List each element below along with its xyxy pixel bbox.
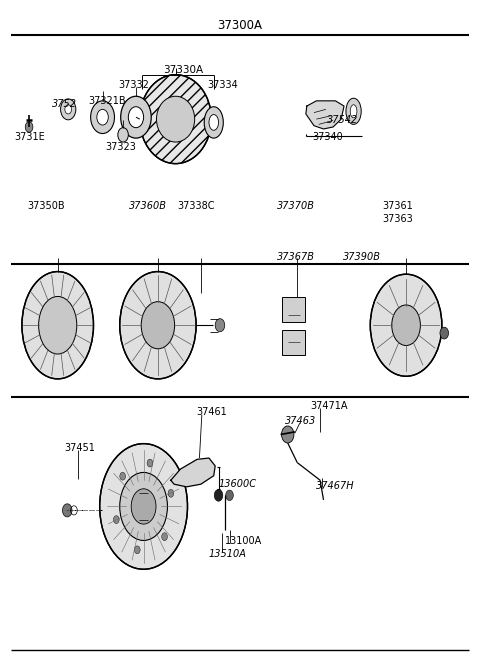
Ellipse shape	[350, 104, 357, 118]
Ellipse shape	[346, 98, 361, 124]
Ellipse shape	[134, 546, 140, 554]
Text: 37461: 37461	[196, 407, 227, 417]
Text: 37300A: 37300A	[217, 19, 263, 32]
Text: 37340: 37340	[312, 132, 343, 142]
Ellipse shape	[120, 472, 125, 480]
Bar	[282, 330, 305, 355]
Text: 13100A: 13100A	[225, 536, 262, 546]
Ellipse shape	[370, 274, 442, 376]
Text: 37363: 37363	[382, 214, 413, 223]
Text: 37390B: 37390B	[343, 252, 381, 261]
Ellipse shape	[97, 109, 108, 125]
Text: 37463: 37463	[285, 417, 317, 426]
Ellipse shape	[38, 296, 77, 354]
Polygon shape	[306, 101, 344, 129]
Ellipse shape	[147, 459, 153, 467]
Text: 37350B: 37350B	[28, 200, 65, 210]
Text: 37451: 37451	[64, 443, 95, 453]
Text: 13510A: 13510A	[209, 549, 247, 559]
Ellipse shape	[100, 443, 188, 569]
Text: 37467H: 37467H	[316, 480, 355, 491]
Text: 13600C: 13600C	[218, 479, 256, 489]
Ellipse shape	[120, 97, 151, 138]
Bar	[282, 297, 305, 322]
Text: 37323: 37323	[106, 142, 136, 152]
Ellipse shape	[120, 271, 196, 379]
Text: 37330A: 37330A	[163, 65, 203, 75]
Ellipse shape	[113, 516, 119, 524]
Text: 37361: 37361	[382, 200, 413, 210]
Ellipse shape	[140, 75, 211, 164]
Ellipse shape	[91, 101, 115, 133]
Ellipse shape	[162, 533, 168, 541]
Polygon shape	[171, 458, 215, 487]
Ellipse shape	[215, 319, 225, 332]
Text: 37332: 37332	[118, 80, 149, 90]
Ellipse shape	[128, 106, 144, 127]
Ellipse shape	[65, 104, 72, 114]
Text: 3752: 3752	[51, 99, 76, 109]
Ellipse shape	[209, 114, 218, 130]
Ellipse shape	[226, 490, 233, 501]
Ellipse shape	[156, 97, 195, 142]
Text: 37338C: 37338C	[177, 200, 215, 210]
Ellipse shape	[60, 99, 76, 120]
Ellipse shape	[22, 271, 94, 379]
Ellipse shape	[131, 489, 156, 524]
Text: 37542: 37542	[327, 116, 358, 125]
Text: 37360B: 37360B	[129, 200, 168, 210]
Ellipse shape	[62, 504, 72, 517]
Ellipse shape	[204, 106, 223, 138]
Text: 37334: 37334	[207, 80, 238, 90]
Ellipse shape	[141, 302, 175, 349]
Ellipse shape	[214, 489, 223, 501]
Ellipse shape	[118, 127, 128, 142]
Text: 37367B: 37367B	[277, 252, 315, 261]
Text: 37321B: 37321B	[88, 96, 126, 106]
Ellipse shape	[392, 305, 420, 346]
Ellipse shape	[120, 472, 168, 541]
Ellipse shape	[25, 122, 33, 132]
Text: 37370B: 37370B	[277, 200, 315, 210]
Ellipse shape	[281, 426, 294, 443]
Text: 37471A: 37471A	[311, 401, 348, 411]
Ellipse shape	[168, 489, 174, 497]
Ellipse shape	[440, 327, 448, 339]
Text: 3731E: 3731E	[15, 132, 46, 142]
